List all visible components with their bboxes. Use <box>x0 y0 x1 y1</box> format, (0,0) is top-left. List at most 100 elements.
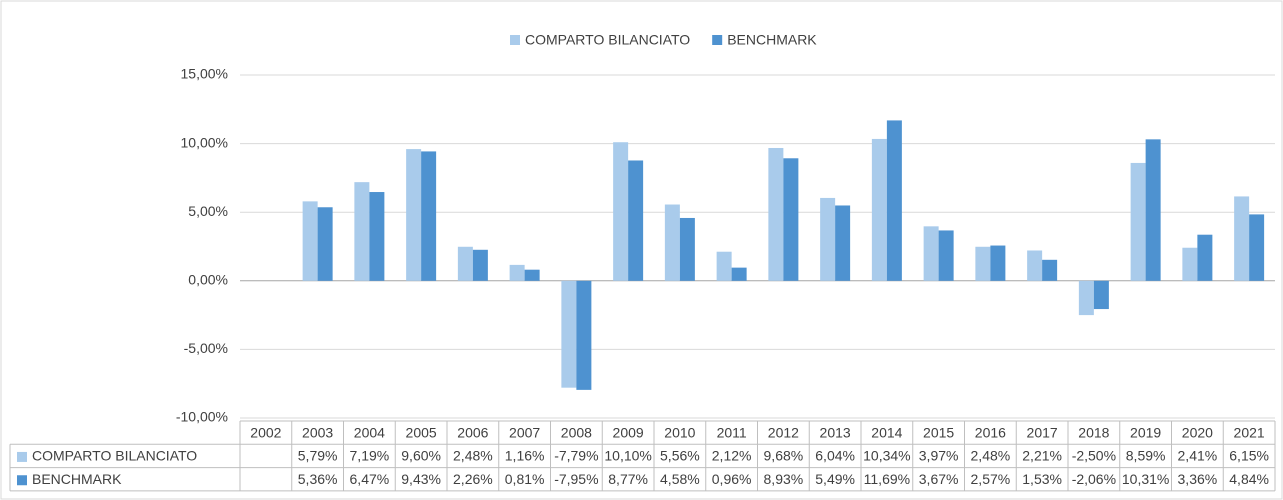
bar <box>369 192 385 281</box>
bar <box>716 251 732 281</box>
bar <box>1042 259 1058 281</box>
bar <box>421 151 437 281</box>
legend-swatch <box>510 35 520 45</box>
bar <box>1078 280 1094 316</box>
table-value: 6,04% <box>815 448 855 464</box>
table-value: 6,15% <box>1229 448 1269 464</box>
table-value: 2,21% <box>1022 448 1062 464</box>
x-tick-label: 2019 <box>1130 424 1161 440</box>
bar <box>576 280 592 390</box>
table-value: 2,57% <box>971 471 1011 487</box>
bar <box>1027 250 1043 281</box>
bar <box>406 149 422 281</box>
table-value: 11,69% <box>864 471 910 487</box>
table-value: 5,36% <box>298 471 338 487</box>
x-tick-label: 2020 <box>1182 424 1213 440</box>
table-value: 9,43% <box>401 471 441 487</box>
bar <box>923 226 939 281</box>
bar <box>1234 196 1250 281</box>
bar <box>302 201 318 281</box>
table-value: 3,97% <box>919 448 959 464</box>
bar <box>1145 139 1161 281</box>
table-value: 10,10% <box>604 448 651 464</box>
table-value: 8,93% <box>764 471 804 487</box>
bar <box>628 160 644 281</box>
table-value: 5,56% <box>660 448 700 464</box>
bar <box>871 138 887 281</box>
table-row-label: BENCHMARK <box>32 471 122 487</box>
y-tick-label: 10,00% <box>181 134 228 150</box>
table-value: -7,79% <box>554 448 598 464</box>
legend-swatch <box>712 35 723 45</box>
x-tick-label: 2006 <box>457 424 488 440</box>
bar <box>820 197 836 281</box>
x-tick-label: 2009 <box>613 424 644 440</box>
table-value: 3,67% <box>919 471 959 487</box>
legend-label: BENCHMARK <box>727 32 817 48</box>
legend-label: COMPARTO BILANCIATO <box>525 32 690 48</box>
table-value: 1,53% <box>1022 471 1062 487</box>
x-tick-label: 2007 <box>509 424 540 440</box>
bar <box>457 246 473 281</box>
table-value: 2,12% <box>712 448 752 464</box>
table-value: -2,06% <box>1072 471 1116 487</box>
table-value: 2,48% <box>971 448 1011 464</box>
table-value: 7,19% <box>350 448 390 464</box>
table-value: 10,31% <box>1122 471 1169 487</box>
bar <box>354 182 370 281</box>
table-value: 9,60% <box>401 448 441 464</box>
table-value: -7,95% <box>554 471 598 487</box>
table-value: -2,50% <box>1072 448 1116 464</box>
x-tick-label: 2015 <box>923 424 954 440</box>
y-tick-label: -10,00% <box>176 409 228 425</box>
x-tick-label: 2004 <box>354 424 385 440</box>
x-tick-label: 2013 <box>820 424 851 440</box>
bar <box>1249 214 1265 281</box>
bar <box>835 205 851 281</box>
bar <box>561 280 577 388</box>
x-tick-label: 2008 <box>561 424 592 440</box>
table-value: 3,36% <box>1178 471 1218 487</box>
bar <box>783 158 799 281</box>
bar <box>886 120 902 281</box>
table-row-label: COMPARTO BILANCIATO <box>32 448 197 464</box>
bar <box>679 217 695 281</box>
bar <box>1182 247 1198 281</box>
table-value: 9,68% <box>764 448 804 464</box>
table-value: 0,96% <box>712 471 752 487</box>
x-tick-label: 2012 <box>768 424 799 440</box>
x-tick-label: 2021 <box>1234 424 1265 440</box>
table-swatch <box>17 451 27 462</box>
bar <box>990 245 1006 281</box>
x-tick-label: 2005 <box>406 424 437 440</box>
bar <box>524 269 540 281</box>
bar <box>768 147 784 281</box>
table-value: 4,84% <box>1229 471 1269 487</box>
table-value: 0,81% <box>505 471 545 487</box>
y-tick-label: 5,00% <box>188 203 228 219</box>
table-swatch <box>17 475 27 486</box>
table-value: 8,77% <box>608 471 648 487</box>
bar <box>1130 162 1146 281</box>
table-value: 1,16% <box>505 448 545 464</box>
table-value: 5,49% <box>815 471 855 487</box>
y-tick-label: 0,00% <box>188 272 228 288</box>
bar <box>664 204 680 281</box>
bar <box>1197 234 1213 281</box>
table-value: 10,34% <box>863 448 910 464</box>
table-value: 6,47% <box>350 471 390 487</box>
bar <box>1093 280 1109 310</box>
x-tick-label: 2014 <box>871 424 902 440</box>
table-value: 2,26% <box>453 471 493 487</box>
y-tick-label: 15,00% <box>181 66 228 82</box>
y-tick-label: -5,00% <box>184 340 228 356</box>
bar <box>509 264 525 281</box>
table-value: 5,79% <box>298 448 338 464</box>
bar <box>975 246 991 281</box>
table-value: 2,48% <box>453 448 493 464</box>
bar <box>731 267 747 281</box>
x-tick-label: 2017 <box>1027 424 1058 440</box>
bar <box>613 142 629 281</box>
x-tick-label: 2010 <box>664 424 695 440</box>
